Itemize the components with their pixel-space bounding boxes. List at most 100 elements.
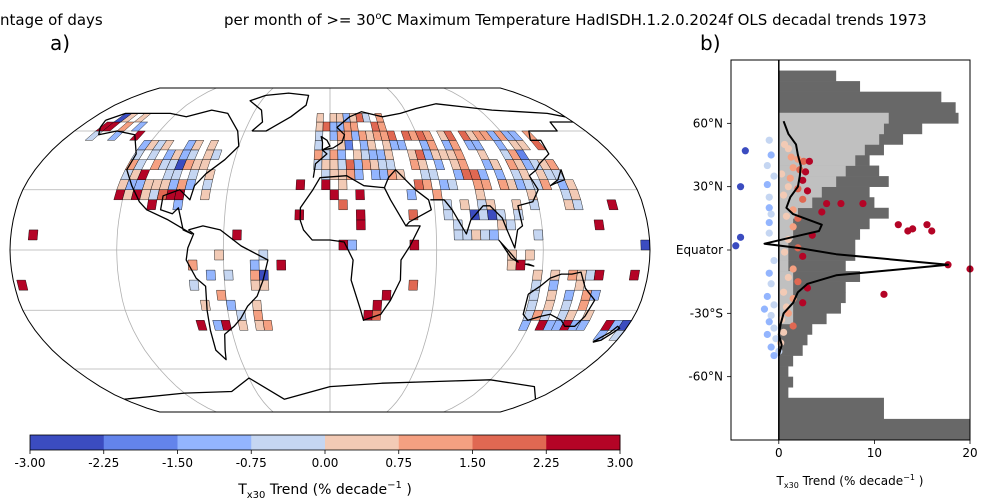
colorbar-tick-label: 3.00 [607, 456, 634, 470]
map-grid-cell [321, 159, 331, 170]
coverage-bar-all [778, 376, 794, 388]
colorbar-tick-label: 1.50 [459, 456, 486, 470]
coverage-bar-data [778, 228, 794, 240]
coverage-bar-all [778, 345, 803, 356]
trend-point [736, 183, 745, 191]
map-grid-cell [200, 300, 211, 311]
map-grid-cell [130, 121, 149, 132]
colorbar-segment [177, 435, 252, 450]
coverage-bar-data [778, 281, 794, 293]
trend-point [732, 242, 740, 250]
colorbar-tick-label: 2.25 [533, 456, 560, 470]
coverage-bar-all [778, 418, 970, 430]
trend-point [789, 223, 797, 231]
trend-point [880, 290, 888, 298]
map-grid-cell [294, 209, 305, 221]
colorbar-label-sub: x30 [247, 490, 266, 500]
zonal-panel: 60°N 30°N Equator -30°S -60°N 0 10 20 [676, 59, 978, 460]
trend-point [787, 153, 795, 161]
coverage-bar-all [778, 102, 956, 114]
colorbar: -3.00 -2.25 -1.50 -0.75 0.00 0.75 1.50 2.25 3.00 [14, 434, 634, 470]
trend-point [760, 305, 769, 313]
trend-point [799, 176, 807, 184]
map-grid-cell [344, 140, 354, 151]
trend-point [794, 278, 802, 286]
trend-point [763, 161, 771, 170]
trend-point [770, 351, 778, 360]
map-grid-cell [84, 130, 104, 141]
trend-point [894, 221, 902, 229]
map-grid-cell [581, 310, 595, 321]
map-grid-cell [353, 159, 364, 170]
map-grid-cell [488, 159, 503, 170]
map-grid-cell [343, 121, 352, 132]
map-grid-cell [258, 249, 269, 261]
trend-point [770, 324, 778, 332]
trend-point [767, 210, 775, 218]
map-grid-cell [433, 159, 445, 170]
coverage-bar-all [778, 323, 813, 335]
map-grid-cell [252, 310, 264, 321]
map-grid-cell [338, 179, 348, 190]
map-grid-cell [188, 279, 200, 291]
trend-point [770, 172, 778, 180]
coverage-bar-data [778, 186, 822, 198]
coastline [98, 109, 240, 235]
map-grid-cell [200, 189, 211, 201]
trend-point [767, 280, 775, 288]
trend-point [772, 335, 780, 343]
coastline [430, 121, 574, 249]
map-grid-cell [337, 149, 347, 160]
map-grid-cell [528, 199, 540, 211]
trend-point [770, 301, 778, 309]
map-grid-cell [577, 300, 590, 311]
map-grid-cell [459, 199, 470, 211]
trend-point [767, 151, 775, 159]
coverage-bar-all [778, 292, 846, 304]
coverage-bar-all [778, 239, 856, 251]
map-grid-cell [329, 113, 338, 123]
trend-point [799, 252, 807, 260]
trend-point [837, 199, 845, 208]
map-grid-cell [223, 269, 234, 281]
map-grid-cell [354, 169, 364, 180]
trend-point [741, 147, 749, 155]
colorbar-segment [251, 435, 326, 450]
map-grid-cell [492, 140, 508, 151]
map-grid-cell [640, 239, 650, 251]
coverage-bar-data [778, 239, 789, 251]
map-grid-cell [190, 140, 205, 151]
coverage-bar-all [778, 366, 789, 377]
map-grid-cell [195, 320, 208, 331]
colorbar-tick-label: -3.00 [14, 456, 45, 470]
map-grid-cell [548, 279, 560, 291]
panel-b-label: b) [700, 31, 721, 55]
map-grid-cell [237, 320, 249, 331]
coverage-bar-data [778, 144, 865, 156]
coverage-bar-all [778, 186, 870, 198]
coverage-bar-all [778, 218, 870, 230]
map-grid-cell [409, 239, 420, 251]
map-grid-cell [476, 149, 490, 160]
map-grid-cell [206, 140, 220, 151]
title-main-part2: C Maximum Temperature HadISDH.1.2.0.2024… [381, 11, 926, 29]
trend-point [904, 227, 912, 235]
map-grid-cell [443, 130, 457, 141]
map-grid-cell [584, 269, 596, 281]
colorbar-tick-label: -1.50 [162, 456, 193, 470]
coastline [249, 92, 310, 132]
zonal-mean-line [763, 120, 949, 356]
coverage-bar-data [778, 155, 856, 166]
map-grid-cell [545, 290, 558, 301]
trend-point [805, 157, 813, 165]
map-grid-cell [370, 169, 381, 180]
map-grid-cell [505, 219, 517, 231]
colorbar-segment [103, 435, 178, 450]
trend-point [779, 288, 788, 296]
map-grid-cell [337, 169, 348, 180]
map-grid-cell [250, 269, 260, 281]
colorbar-label-sup: −1 [387, 480, 402, 491]
zonal-ytick-label: 30°N [693, 180, 723, 194]
map-grid-cell [476, 199, 488, 211]
